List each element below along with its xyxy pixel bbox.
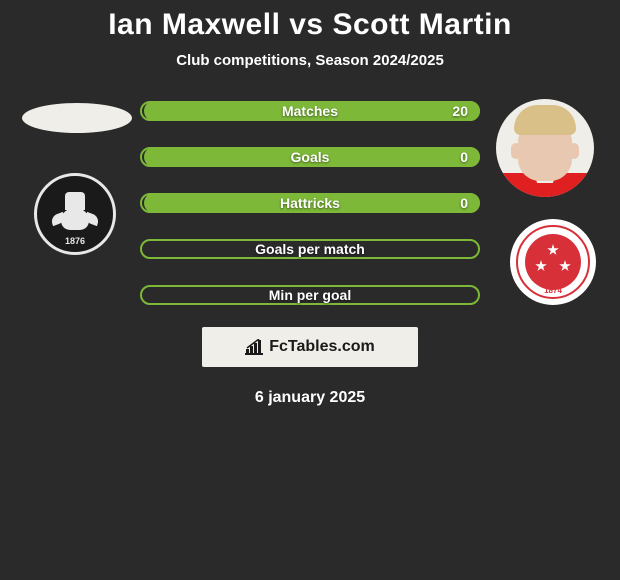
- club-left-year: 1876: [37, 236, 113, 246]
- star-icon: [547, 244, 559, 256]
- main-row: 1876 Matches 20 Goals 0 Hattricks 0 Goals per …: [0, 97, 620, 305]
- stat-value-right: 0: [460, 195, 468, 211]
- stat-label: Min per goal: [269, 287, 351, 303]
- thistle-icon: [55, 192, 95, 236]
- stat-bar: Hattricks 0: [140, 193, 480, 213]
- club-right-year: 1874: [510, 286, 596, 295]
- stat-label: Hattricks: [280, 195, 340, 211]
- stats-column: Matches 20 Goals 0 Hattricks 0 Goals per match…: [140, 97, 480, 305]
- subtitle: Club competitions, Season 2024/2025: [0, 52, 620, 69]
- stat-value-right: 0: [460, 149, 468, 165]
- stat-label: Matches: [282, 103, 338, 119]
- stat-bar: Goals per match: [140, 239, 480, 259]
- player-left-avatar: [22, 103, 132, 133]
- stat-bar: Goals 0: [140, 147, 480, 167]
- club-right-badge: 1874: [510, 219, 596, 305]
- right-column: 1874: [492, 97, 602, 305]
- club-left-badge: 1876: [34, 173, 116, 255]
- stat-bar: Min per goal: [140, 285, 480, 305]
- chart-icon: [245, 339, 263, 355]
- player-right-avatar: [496, 99, 594, 197]
- stat-value-right: 20: [452, 103, 468, 119]
- brand-text: FcTables.com: [269, 338, 375, 356]
- star-icon: [559, 260, 571, 272]
- comparison-card: Ian Maxwell vs Scott Martin Club competi…: [0, 0, 620, 407]
- page-title: Ian Maxwell vs Scott Martin: [0, 8, 620, 42]
- stat-label: Goals per match: [255, 241, 365, 257]
- brand-box: FcTables.com: [202, 327, 418, 367]
- left-column: 1876: [18, 97, 128, 255]
- stat-label: Goals: [291, 149, 330, 165]
- star-icon: [535, 260, 547, 272]
- stat-bar: Matches 20: [140, 101, 480, 121]
- date-line: 6 january 2025: [0, 389, 620, 407]
